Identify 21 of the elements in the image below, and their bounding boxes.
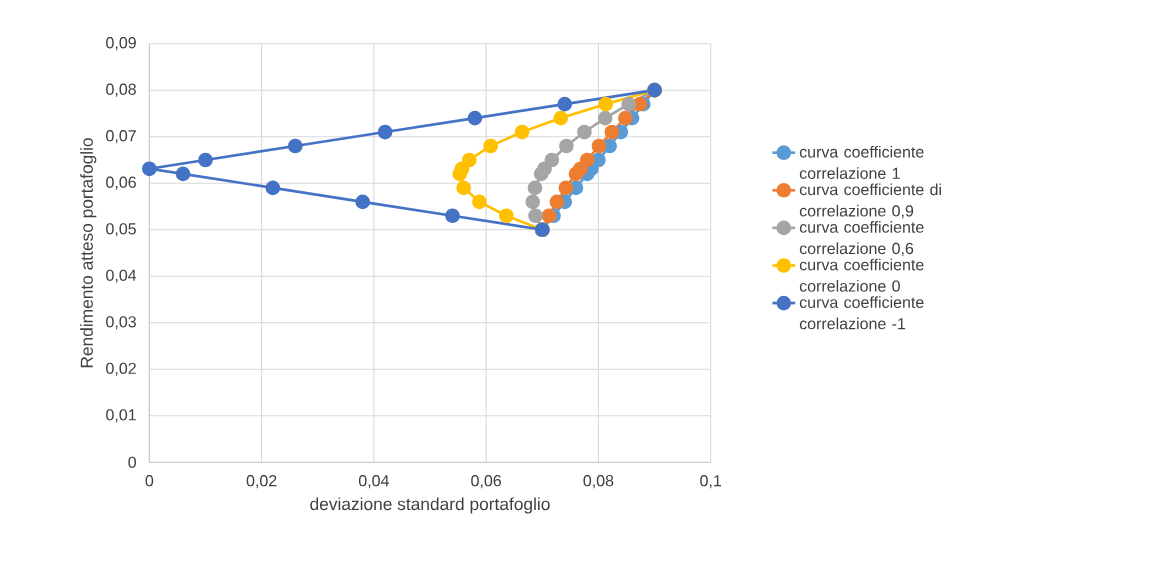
x-axis-title: deviazione standard portafoglio bbox=[310, 497, 550, 514]
y-tick-label: 0,01 bbox=[106, 409, 136, 423]
legend-label: curva coefficiente correlazione 0 bbox=[799, 258, 924, 292]
y-tick-label: 0,04 bbox=[106, 269, 137, 283]
x-tick-label: 0,02 bbox=[246, 475, 277, 489]
x-tick-label: 0,08 bbox=[583, 475, 614, 489]
y-tick-label: 0,07 bbox=[106, 130, 136, 144]
y-tick-label: 0,02 bbox=[106, 362, 136, 376]
y-axis-title: Rendimento atteso portafoglio bbox=[80, 138, 97, 368]
x-tick-label: 0,06 bbox=[471, 475, 502, 489]
x-tick-label: 0 bbox=[145, 475, 154, 487]
y-tick-label: 0,05 bbox=[106, 223, 136, 237]
x-tick-label: 0,1 bbox=[700, 475, 722, 489]
y-tick-label: 0,06 bbox=[106, 176, 136, 190]
legend-label: curva coefficiente correlazione -1 bbox=[799, 296, 924, 330]
y-tick-label: 0,03 bbox=[106, 316, 136, 330]
x-tick-label: 0,04 bbox=[358, 475, 389, 489]
legend-label: curva coefficiente correlazione 1 bbox=[799, 145, 924, 179]
y-tick-label: 0,09 bbox=[106, 37, 136, 51]
y-tick-label: 0,08 bbox=[106, 83, 136, 97]
y-tick-label: 0 bbox=[128, 456, 137, 468]
